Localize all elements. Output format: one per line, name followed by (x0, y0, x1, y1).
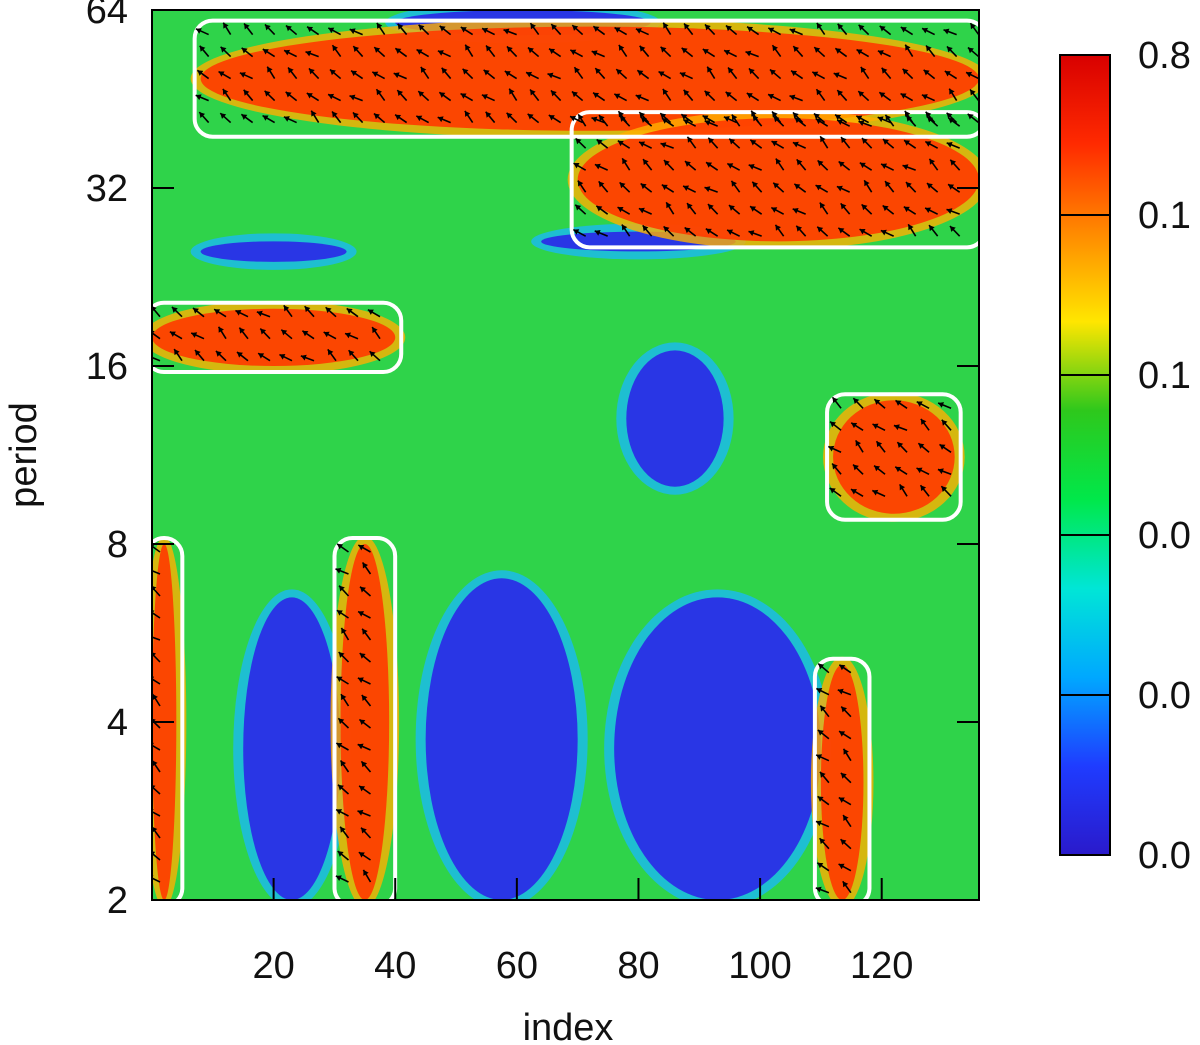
y-tick-label: 4 (107, 702, 128, 744)
y-tick-label: 8 (107, 524, 128, 566)
high-region-5 (810, 656, 874, 900)
high-region-1 (567, 110, 979, 250)
x-tick-label: 120 (850, 945, 913, 987)
colorbar-tick-label: 0.0 (1138, 835, 1191, 877)
x-axis-label: index (523, 1007, 614, 1045)
x-tick-label: 60 (496, 945, 538, 987)
colorbar-tick-label: 0.1 (1138, 195, 1191, 237)
colorbar: 0.0 0.0 0.0 0.1 0.1 0.8 (1059, 35, 1191, 877)
high-region-6 (823, 392, 965, 522)
contour-6 (825, 392, 963, 522)
contour-5 (812, 656, 872, 900)
contour-4 (332, 536, 398, 900)
contour-2 (152, 300, 404, 374)
low-region-4 (190, 233, 357, 270)
colorbar-ticks: 0.0 0.0 0.0 0.1 0.1 0.8 (1060, 35, 1191, 877)
y-tick-label: 2 (107, 880, 128, 922)
colorbar-tick-label: 0.0 (1138, 515, 1191, 557)
y-axis-label: period (3, 402, 45, 508)
phase-arrows-region-4 (335, 543, 372, 883)
colorbar-tick-label: 0.1 (1138, 355, 1191, 397)
y-axis: 2 4 8 16 32 64 (86, 0, 979, 922)
low-region-0 (233, 589, 351, 900)
low-region-2 (604, 589, 831, 900)
colorbar-tick-label: 0.0 (1138, 675, 1191, 717)
high-region-2 (152, 300, 406, 374)
plot-area (152, 10, 979, 900)
x-axis: 20 40 60 80 100 120 (252, 878, 913, 987)
x-tick-label: 20 (252, 945, 294, 987)
x-tick-label: 100 (728, 945, 791, 987)
contour-3 (152, 536, 185, 900)
plot-frame (151, 9, 980, 901)
phase-arrows (152, 22, 979, 894)
high-region-0 (190, 18, 979, 139)
phase-arrows-region-0 (195, 22, 979, 124)
low-region-3 (616, 342, 734, 495)
low-region-1 (415, 570, 588, 900)
colorbar-tick-label: 0.8 (1138, 35, 1191, 77)
contour-1 (569, 110, 979, 250)
phase-arrows-region-5 (815, 663, 852, 894)
significance-contours (152, 18, 979, 900)
contour-0 (192, 18, 979, 139)
colorbar-gradient (1059, 54, 1111, 856)
high-region-4 (330, 536, 400, 900)
phase-arrows-region-2 (152, 304, 381, 362)
y-tick-label: 32 (86, 168, 128, 210)
phase-arrows-region-6 (827, 396, 952, 498)
y-tick-label: 16 (86, 346, 128, 388)
x-tick-label: 80 (617, 945, 659, 987)
phase-arrows-region-1 (572, 113, 961, 237)
y-tick-label: 64 (86, 0, 128, 32)
x-tick-label: 40 (374, 945, 416, 987)
